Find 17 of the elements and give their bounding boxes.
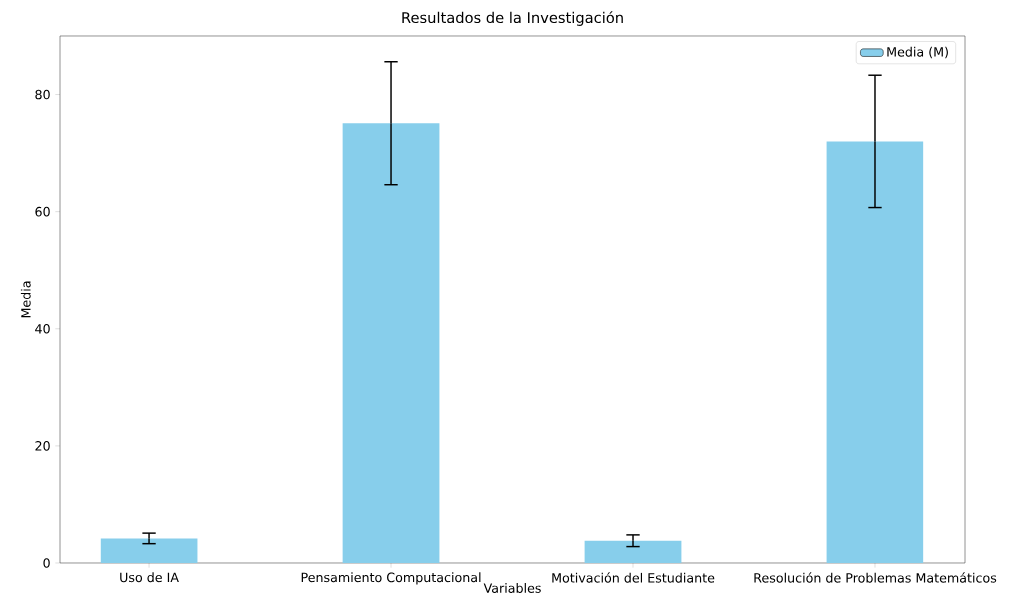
x-tick-label: Pensamiento Computacional xyxy=(301,572,481,585)
legend-label: Media (M) xyxy=(887,46,948,59)
y-tick-label: 20 xyxy=(35,441,50,451)
bar xyxy=(584,540,682,563)
y-tick-label: 0 xyxy=(43,558,50,568)
y-axis-title: Media xyxy=(20,281,31,318)
y-tick-label: 60 xyxy=(35,206,50,217)
chart-title: Resultados de la Investigación xyxy=(402,11,623,26)
y-tick-label: 40 xyxy=(35,323,50,334)
x-tick-label: Uso de IA xyxy=(120,572,179,583)
bar xyxy=(826,141,924,563)
y-tick-label: 80 xyxy=(35,89,50,100)
x-tick-label: Motivación del Estudiante xyxy=(552,572,715,583)
x-tick-label: Resolución de Problemas Matemáticos xyxy=(754,572,997,583)
bar xyxy=(100,538,198,563)
x-axis-title: Variables xyxy=(483,583,541,593)
bar xyxy=(342,123,440,563)
